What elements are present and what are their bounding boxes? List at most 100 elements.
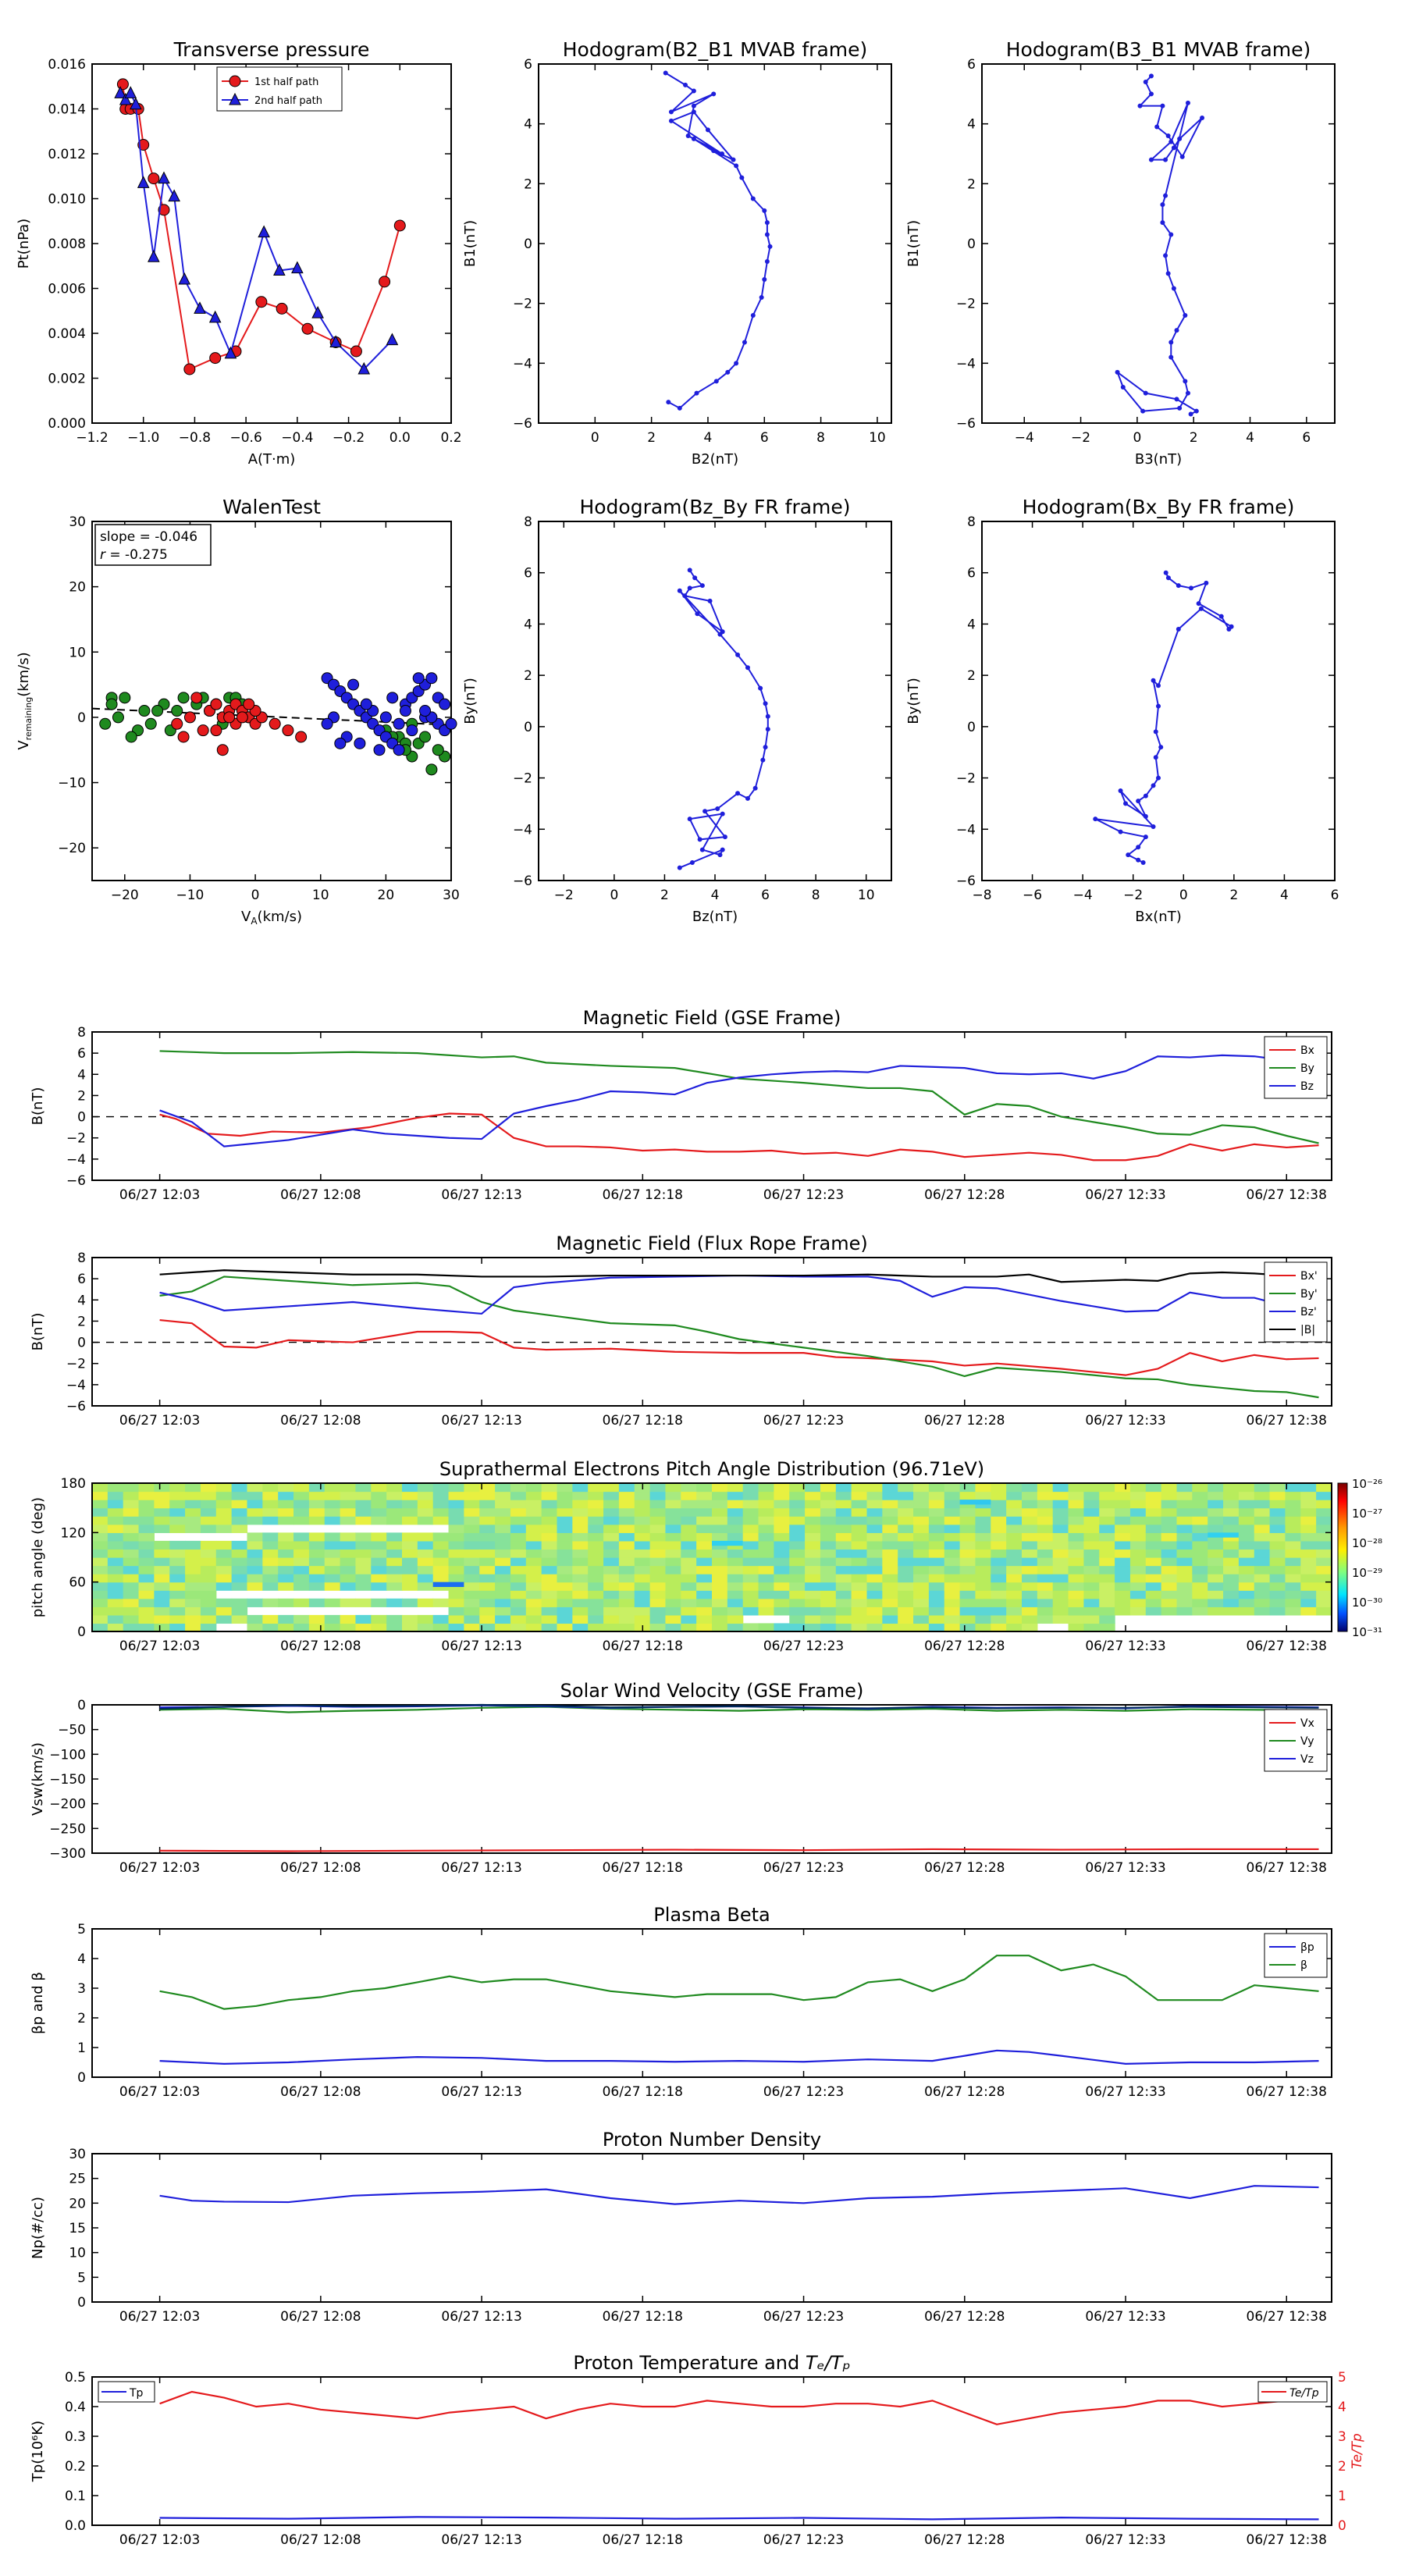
heatmap-cell	[1223, 1483, 1240, 1493]
data-point	[282, 724, 294, 737]
y-tick-label: 2	[77, 1088, 86, 1104]
data-point	[116, 78, 129, 91]
heatmap-cell	[1316, 1540, 1332, 1550]
heatmap-cell	[975, 1532, 991, 1542]
heatmap-cell	[665, 1524, 681, 1533]
heatmap-cell	[851, 1507, 868, 1517]
heatmap-cell	[169, 1500, 186, 1509]
heatmap-cell	[1083, 1549, 1100, 1558]
heatmap-cell	[774, 1590, 790, 1599]
data-point	[691, 109, 696, 115]
yl-b: remaining	[23, 697, 34, 741]
heatmap-cell	[1238, 1606, 1255, 1616]
heatmap-cell	[758, 1623, 774, 1632]
heatmap-cell	[355, 1557, 372, 1567]
data-point	[1143, 834, 1148, 840]
chart-title: Transverse pressure	[173, 38, 370, 61]
plot-frame	[91, 1031, 1332, 1181]
x-tick-label: 06/27 12:13	[441, 1638, 521, 1654]
heatmap-cell	[1300, 1549, 1317, 1558]
heatmap-cell	[712, 1540, 743, 1546]
heatmap-cell	[510, 1590, 527, 1599]
chart-title: Hodogram(Bx_By FR frame)	[1023, 496, 1295, 518]
chart-title: Proton Temperature and Tₑ/Tₚ	[573, 2352, 850, 2374]
colorbar-label: 10⁻²⁸	[1352, 1536, 1382, 1550]
heatmap-cell	[1254, 1516, 1271, 1525]
heatmap-cell	[805, 1540, 821, 1550]
heatmap-cell	[123, 1623, 140, 1632]
heatmap-cell	[1052, 1565, 1069, 1574]
x-tick-label: 06/27 12:18	[603, 1413, 683, 1429]
heatmap-cell	[495, 1532, 511, 1542]
data-point	[734, 163, 739, 169]
heatmap-cell	[324, 1483, 341, 1493]
heatmap-cell	[959, 1598, 976, 1607]
heatmap-cell	[649, 1524, 667, 1533]
heatmap-cell	[1254, 1606, 1271, 1616]
heatmap-cell	[557, 1532, 573, 1542]
heatmap-cell	[200, 1590, 217, 1599]
heatmap-cell	[789, 1532, 806, 1542]
heatmap-cell	[1223, 1491, 1240, 1500]
data-point	[229, 75, 241, 87]
heatmap-cell	[913, 1574, 930, 1583]
heatmap-cell	[1285, 1557, 1301, 1567]
data-point	[269, 717, 281, 730]
heatmap-cell	[588, 1549, 604, 1558]
heatmap-cell	[510, 1549, 527, 1558]
heatmap-cell	[1285, 1590, 1301, 1599]
heatmap-cell	[92, 1623, 108, 1632]
heatmap-cell	[340, 1565, 357, 1574]
heatmap-cell	[107, 1590, 124, 1599]
heatmap-cell	[1052, 1598, 1069, 1607]
heatmap-cell	[820, 1565, 837, 1574]
heatmap-cell	[851, 1614, 868, 1624]
heatmap-cell	[712, 1483, 728, 1493]
series-line-Te/Tp	[159, 2390, 1319, 2425]
y-tick-label: 5	[77, 1922, 86, 1937]
heatmap-cell	[479, 1574, 496, 1583]
heatmap-cell	[1052, 1540, 1069, 1550]
heatmap-cell	[959, 1574, 976, 1583]
heatmap-cell	[1208, 1574, 1224, 1583]
series-line	[665, 72, 771, 410]
heatmap-cell	[1285, 1540, 1301, 1550]
y-tick-label: 4	[77, 1293, 86, 1308]
heatmap-cell	[371, 1549, 387, 1558]
heatmap-cell	[774, 1623, 790, 1632]
heatmap-cell	[138, 1507, 155, 1517]
heatmap-cell	[634, 1557, 651, 1567]
y-axis-label: pitch angle (deg)	[30, 1497, 46, 1617]
data-point	[1123, 801, 1129, 806]
heatmap-cell	[215, 1507, 233, 1517]
data-point	[1185, 100, 1190, 105]
heatmap-cell	[913, 1532, 930, 1542]
heatmap-cell	[138, 1623, 155, 1632]
x-tick-label: −0.6	[230, 430, 262, 446]
heatmap-cell	[991, 1516, 1007, 1525]
heatmap-cell	[247, 1491, 263, 1500]
heatmap-cell	[215, 1524, 233, 1533]
heatmap-cell	[1129, 1524, 1147, 1533]
x-tick-label: 06/27 12:33	[1085, 2532, 1165, 2548]
data-point	[711, 91, 717, 97]
heatmap-cell	[1129, 1574, 1147, 1583]
heatmap-cell	[355, 1623, 372, 1632]
data-point	[1151, 678, 1156, 683]
heatmap-cell	[1254, 1491, 1271, 1500]
heatmap-cell	[649, 1491, 667, 1500]
data-point	[1140, 860, 1146, 865]
heatmap-cell	[774, 1598, 790, 1607]
heatmap-cell	[805, 1549, 821, 1558]
heatmap-cell	[464, 1590, 480, 1599]
heatmap-cell	[541, 1557, 558, 1567]
heatmap-cell	[1037, 1524, 1054, 1533]
heatmap-cell	[557, 1491, 573, 1500]
heatmap-cell	[1068, 1524, 1084, 1533]
heatmap-cell	[200, 1582, 217, 1591]
heatmap-cell	[1037, 1540, 1054, 1550]
data-point	[682, 593, 688, 599]
heatmap-cell	[742, 1500, 759, 1509]
heatmap-cell	[618, 1500, 635, 1509]
